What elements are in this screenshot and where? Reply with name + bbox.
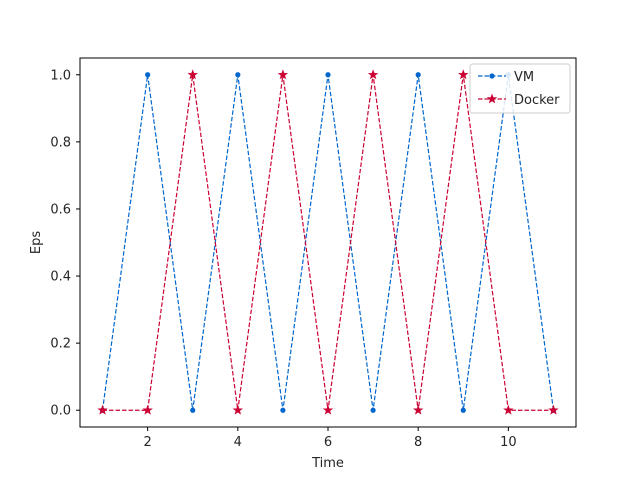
- y-tick-label: 0.2: [50, 337, 71, 352]
- x-axis-label: Time: [311, 456, 344, 471]
- y-tick-label: 0.0: [50, 404, 71, 419]
- data-point-vm: [235, 72, 241, 78]
- axis-ticks: 2 4 6 8 10 0.0 0.2 0.4 0.6 0.8 1.0: [50, 57, 577, 450]
- series-vm: [99, 72, 557, 413]
- y-tick-label: 0.6: [50, 202, 71, 217]
- plot-area: [97, 69, 559, 415]
- data-point-vm: [370, 407, 376, 413]
- x-tick-label: 8: [414, 435, 422, 450]
- legend-label-vm: VM: [514, 70, 534, 85]
- data-point-vm: [145, 72, 151, 78]
- data-point-docker: [187, 69, 198, 80]
- data-point-docker: [367, 69, 379, 80]
- x-tick-label: 4: [234, 435, 242, 450]
- y-tick-label: 0.4: [50, 270, 71, 285]
- data-point-docker: [548, 404, 559, 415]
- data-point-docker: [277, 69, 289, 80]
- data-point-vm: [415, 72, 421, 78]
- data-point-vm: [190, 407, 196, 413]
- data-point-docker: [232, 404, 244, 415]
- legend: VM Docker: [469, 63, 571, 114]
- data-point-vm: [460, 407, 466, 413]
- data-point-docker: [503, 404, 514, 415]
- data-point-docker: [412, 404, 424, 415]
- data-point-docker: [458, 69, 469, 80]
- x-tick-label: 6: [324, 435, 332, 450]
- x-tick-label: 10: [500, 435, 517, 450]
- y-axis-label: Eps: [29, 231, 44, 254]
- y-tick-label: 1.0: [50, 68, 71, 83]
- data-point-docker: [322, 404, 334, 415]
- data-point-vm: [325, 72, 331, 78]
- y-tick-label: 0.8: [50, 135, 71, 150]
- legend-marker-docker: [486, 93, 498, 104]
- data-point-vm: [280, 407, 286, 413]
- legend-label-docker: Docker: [514, 93, 560, 108]
- series-docker: [97, 69, 559, 415]
- legend-marker-vm: [489, 73, 495, 79]
- data-point-docker: [97, 404, 108, 415]
- x-tick-label: 2: [143, 435, 151, 450]
- data-point-docker: [142, 404, 153, 415]
